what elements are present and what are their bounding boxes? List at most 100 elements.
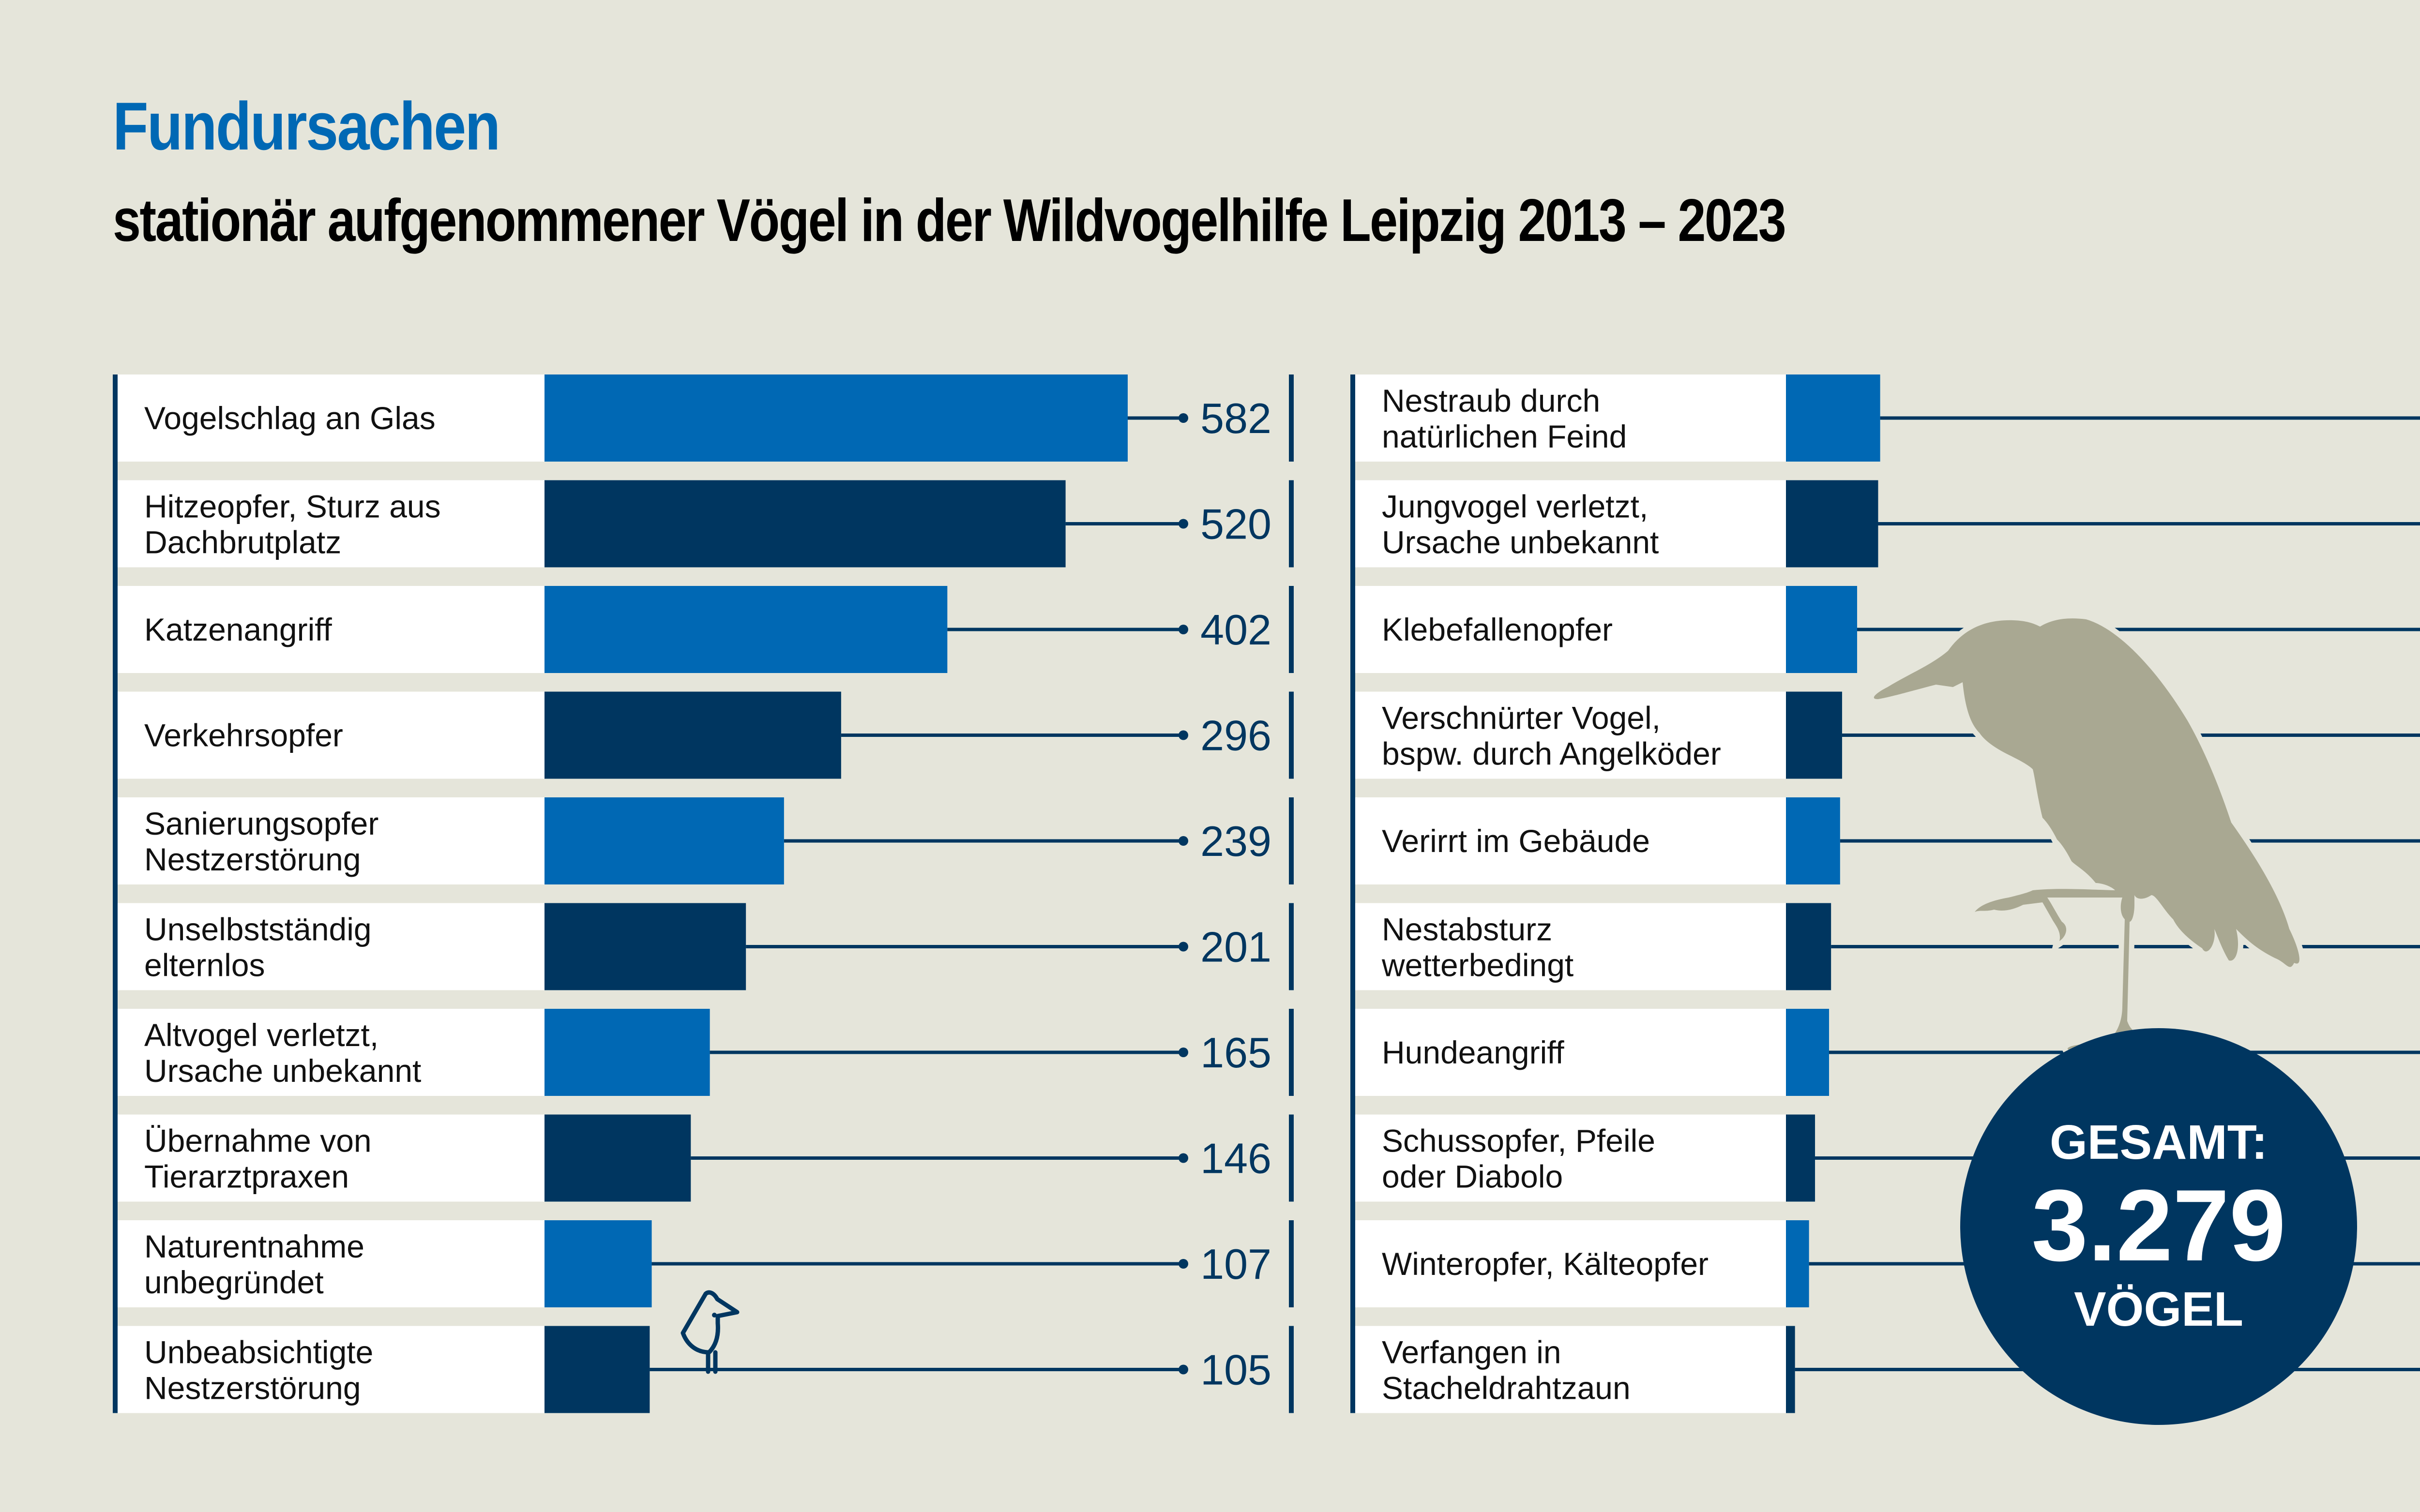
leader-dot — [1179, 625, 1188, 634]
category-label-line: wetterbedingt — [1381, 947, 1573, 983]
chart-title: Fundursachen — [113, 88, 500, 164]
total-label: GESAMT: — [2050, 1115, 2268, 1169]
bar-row: 107 Naturentnahme unbegründet — [118, 1220, 1294, 1307]
label-box — [118, 1326, 544, 1413]
label-box — [118, 903, 544, 990]
bar-row: 105 Unbeabsichtigte Nestzerstörung — [118, 1326, 1294, 1413]
category-label: Klebefallenopfer — [1382, 612, 1613, 647]
category-label-line: Verirrt im Gebäude — [1382, 823, 1650, 859]
row-end-tick — [1289, 1326, 1294, 1413]
bar-row: 71Klebefallenopfer — [1355, 586, 2420, 673]
category-label-line: Stacheldrahtzaun — [1382, 1370, 1631, 1406]
row-end-tick — [1289, 586, 1294, 673]
label-box — [1355, 1009, 1786, 1096]
category-label: Naturentnahme unbegründet — [144, 1228, 364, 1300]
category-label: Winteropfer, Kälteopfer — [1382, 1246, 1709, 1282]
row-end-tick — [1289, 903, 1294, 990]
label-box — [1355, 1220, 1786, 1307]
leader-dot — [1179, 836, 1188, 846]
bar-row: 402 Katzenangriff — [118, 586, 1294, 673]
category-label-line: Nestzerstörung — [144, 1370, 361, 1406]
category-label-line: Altvogel verletzt, — [144, 1017, 378, 1053]
category-label-line: elternlos — [144, 947, 265, 983]
category-label-line: Verfangen in — [1382, 1334, 1561, 1370]
category-label: Unbeabsichtigte Nestzerstörung — [144, 1334, 373, 1406]
bar — [544, 1326, 650, 1413]
category-label: Verschnürter Vogel, bspw. durch Angelköde… — [1382, 700, 1721, 772]
category-label-line: unbegründet — [144, 1264, 324, 1300]
value-label: 402 — [1200, 606, 1271, 654]
row-end-tick — [1289, 1114, 1294, 1202]
bar — [544, 797, 784, 884]
category-label-line: Nestzerstörung — [144, 841, 361, 877]
category-label: Verfangen in Stacheldrahtzaun — [1382, 1334, 1631, 1406]
bar — [1786, 1220, 1809, 1307]
bar — [1786, 797, 1840, 884]
axis-line — [113, 374, 118, 1413]
category-label: Hitzeopfer, Sturz aus Dachbrutplatz — [144, 489, 441, 560]
value-label: 520 — [1200, 500, 1271, 548]
total-circle — [1960, 1028, 2357, 1425]
row-end-tick — [1289, 691, 1294, 779]
category-label-line: Naturentnahme — [144, 1228, 364, 1264]
row-end-tick — [1289, 1009, 1294, 1096]
category-label-line: Ursache unbekannt — [144, 1053, 421, 1089]
label-box — [118, 691, 544, 779]
label-box — [1355, 691, 1786, 779]
category-label: Altvogel verletzt, Ursache unbekannt — [144, 1017, 421, 1089]
category-label-line: bspw. durch Angelköder — [1382, 736, 1721, 772]
bar — [1786, 903, 1831, 990]
category-label: Katzenangriff — [144, 612, 332, 647]
bar — [1786, 1326, 1795, 1413]
category-label: Verkehrsopfer — [144, 718, 343, 753]
value-label: 107 — [1200, 1240, 1271, 1288]
bird-body — [681, 1290, 740, 1355]
label-box — [118, 797, 544, 884]
bar-row: 92Jungvogel verletzt,Ursache unbekannt — [1355, 480, 2420, 568]
category-label: Nestraub durch natürlichen Feind — [1382, 383, 1627, 454]
bird-eye — [712, 1313, 717, 1317]
leader-dot — [1179, 413, 1188, 423]
leader-dot — [1179, 1364, 1188, 1375]
bar — [544, 1009, 710, 1096]
category-label-line: Verkehrsopfer — [144, 718, 343, 753]
category-label-line: Ursache unbekannt — [1382, 524, 1659, 560]
label-box — [1355, 374, 1786, 462]
category-label-line: Verschnürter Vogel, — [1382, 700, 1661, 736]
category-label-line: oder Diabolo — [1382, 1159, 1563, 1195]
category-label: Übernahme von Tierarztpraxen — [144, 1123, 372, 1195]
category-label: Vogelschlag an Glas — [144, 400, 436, 436]
category-label: Jungvogel verletzt, Ursache unbekannt — [1382, 489, 1659, 560]
label-box — [118, 374, 544, 462]
bar-row: 45Nestabsturzwetterbedingt — [1355, 903, 2420, 990]
bar — [544, 903, 746, 990]
chart-subtitle: stationär aufgenommener Vögel in der Wil… — [113, 187, 1786, 254]
label-box — [118, 586, 544, 673]
value-label: 165 — [1200, 1029, 1271, 1077]
bar — [1786, 480, 1878, 568]
heron-silhouette-icon — [1874, 618, 2299, 1051]
total-unit-label: VÖGEL — [2074, 1282, 2243, 1336]
leader-dot — [1179, 1048, 1188, 1057]
bar — [544, 374, 1128, 462]
leader-dot — [1179, 1259, 1188, 1269]
category-label-line: Nestraub durch — [1382, 383, 1600, 419]
category-label-line: Unselbstständig — [144, 912, 372, 947]
row-end-tick — [1289, 1220, 1294, 1307]
category-label: Schussopfer, Pfeile oder Diabolo — [1382, 1123, 1655, 1195]
category-label-line: Katzenangriff — [144, 612, 332, 647]
category-label-line: Nestabsturz — [1382, 912, 1552, 947]
label-box — [1355, 903, 1786, 990]
value-label: 239 — [1200, 817, 1271, 865]
category-label-line: Übernahme von — [144, 1123, 372, 1159]
category-label: Unselbstständig elternlos — [144, 912, 372, 983]
bar — [1786, 1114, 1815, 1202]
bar-row: 146 Übernahme von Tierarztpraxen — [118, 1114, 1294, 1202]
category-label-line: Dachbrutplatz — [144, 524, 341, 560]
category-label-line: natürlichen Feind — [1382, 419, 1627, 454]
bar-row: 43Hundeangriff — [1355, 1009, 2420, 1096]
